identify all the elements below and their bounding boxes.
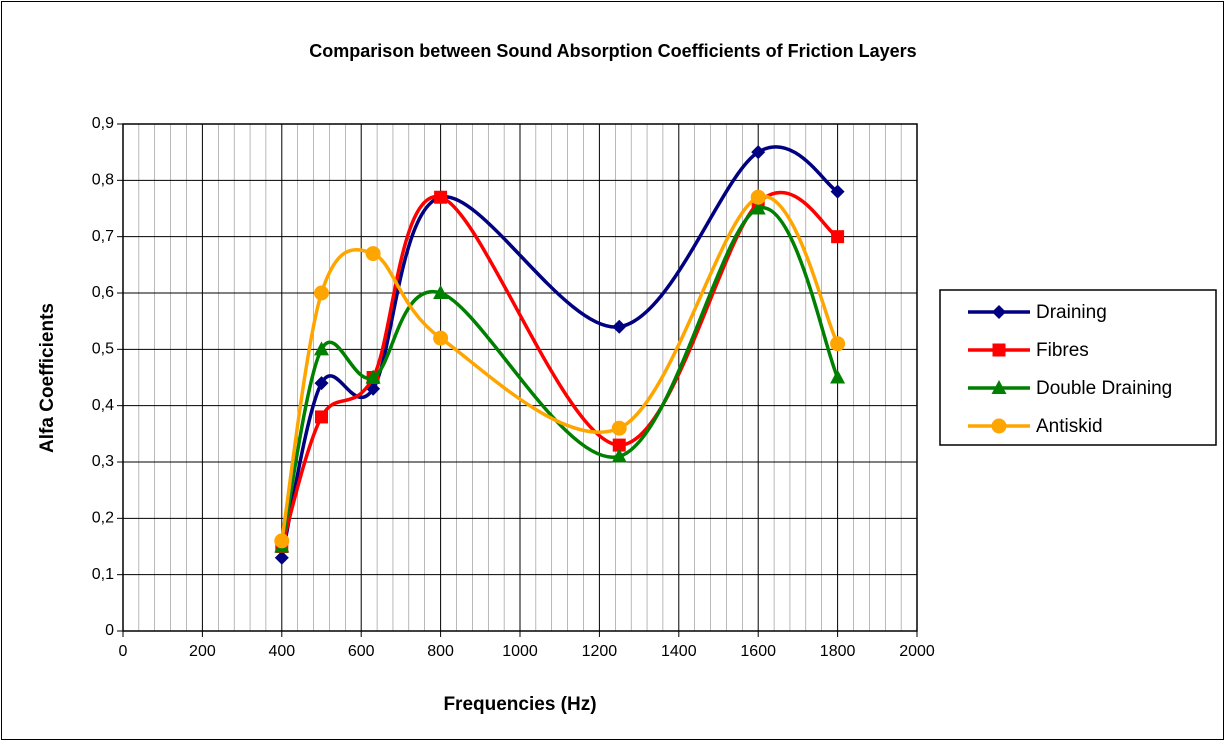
marker xyxy=(750,189,766,205)
plot-area xyxy=(122,123,918,632)
marker xyxy=(274,550,289,565)
y-tick-label: 0,3 xyxy=(92,453,114,470)
y-tick-label: 0,1 xyxy=(92,566,114,583)
marker xyxy=(365,369,381,384)
marker xyxy=(433,285,449,299)
y-tick-label: 0,6 xyxy=(92,284,114,301)
marker xyxy=(830,369,846,384)
x-tick-label: 1600 xyxy=(740,643,776,660)
y-axis-label: Alfa Coefficients xyxy=(37,303,58,453)
marker xyxy=(612,319,627,334)
x-tick-label: 1800 xyxy=(820,643,856,660)
marker xyxy=(433,330,449,346)
marker xyxy=(611,448,627,463)
x-tick-label: 0 xyxy=(119,643,128,660)
marker xyxy=(830,336,846,352)
x-tick-label: 1200 xyxy=(582,643,618,660)
marker xyxy=(434,190,448,204)
marker xyxy=(314,285,329,301)
y-tick-label: 0,9 xyxy=(92,115,114,132)
marker xyxy=(365,246,381,262)
legend-marker xyxy=(991,418,1007,434)
marker xyxy=(314,341,329,356)
marker xyxy=(274,533,290,549)
y-tick-label: 0,7 xyxy=(92,228,114,245)
marker xyxy=(830,184,845,199)
marker xyxy=(750,200,766,215)
x-tick-label: 2000 xyxy=(899,643,935,660)
x-tick-label: 200 xyxy=(189,643,216,660)
x-tick-label: 1400 xyxy=(661,643,697,660)
legend-label: Antiskid xyxy=(1036,416,1103,437)
marker xyxy=(612,438,626,452)
legend-marker xyxy=(991,380,1007,394)
marker xyxy=(751,145,766,160)
y-tick-label: 0,4 xyxy=(92,397,114,414)
legend-label: Double Draining xyxy=(1036,378,1172,399)
marker xyxy=(314,376,329,391)
x-axis-label: Frequencies (Hz) xyxy=(443,694,596,715)
marker xyxy=(611,420,627,436)
marker xyxy=(315,410,328,424)
y-tick-label: 0,8 xyxy=(92,172,114,189)
legend-marker xyxy=(992,305,1006,319)
x-tick-label: 800 xyxy=(427,643,454,660)
x-tick-label: 400 xyxy=(268,643,295,660)
x-tick-label: 600 xyxy=(348,643,375,660)
legend-label: Fibres xyxy=(1036,340,1089,361)
y-tick-label: 0,5 xyxy=(92,341,114,358)
legend-label: Draining xyxy=(1036,302,1107,323)
chart-title: Comparison between Sound Absorption Coef… xyxy=(309,41,916,61)
legend-marker xyxy=(992,343,1006,357)
legend-box xyxy=(939,289,1217,446)
y-tick-label: 0,2 xyxy=(92,510,114,527)
x-tick-label: 1000 xyxy=(502,643,538,660)
y-tick-label: 0 xyxy=(105,622,114,639)
marker xyxy=(831,230,845,244)
